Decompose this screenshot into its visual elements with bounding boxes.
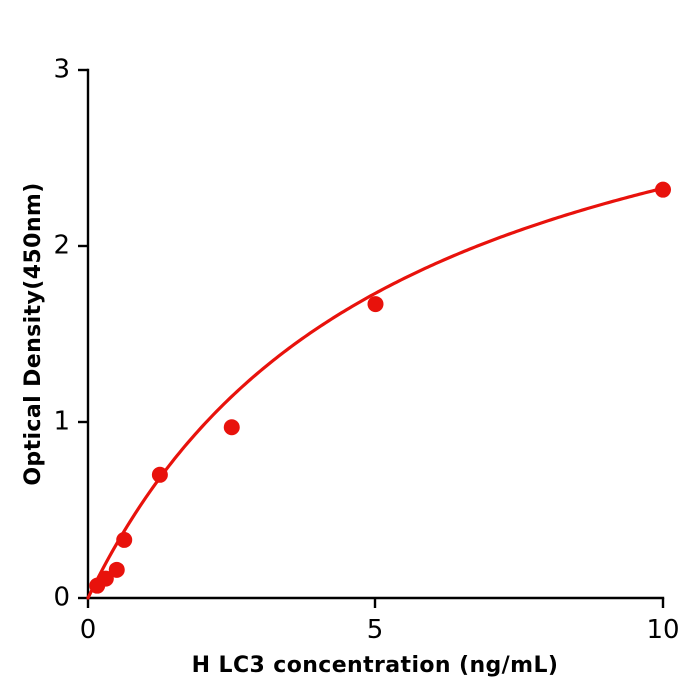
x-tick-label-5: 5: [367, 615, 384, 645]
y-tick-label-2: 2: [53, 231, 70, 261]
y-tick-label-0: 0: [53, 583, 70, 613]
x-axis-tickmarks: [86, 598, 665, 608]
data-point: [116, 531, 133, 548]
data-point: [108, 561, 125, 578]
data-point: [655, 181, 671, 198]
y-axis-tick-labels: 0 1 2 3: [53, 55, 70, 613]
fit-curve-line: [86, 186, 665, 600]
x-tick-label-10: 10: [646, 615, 679, 645]
x-axis-tick-labels: 0 5 10: [80, 615, 680, 645]
y-axis-tickmarks: [78, 68, 88, 600]
data-point: [367, 296, 384, 313]
y-tick-label-1: 1: [53, 407, 70, 437]
x-tick-label-0: 0: [80, 615, 97, 645]
y-tick-label-3: 3: [53, 55, 70, 85]
data-point-group: [89, 181, 671, 594]
data-point: [151, 466, 168, 483]
y-axis-title: Optical Density(450nm): [21, 182, 46, 485]
data-point: [223, 419, 240, 436]
data-point: [97, 570, 114, 587]
x-axis-title: H LC3 concentration (ng/mL): [192, 653, 559, 678]
